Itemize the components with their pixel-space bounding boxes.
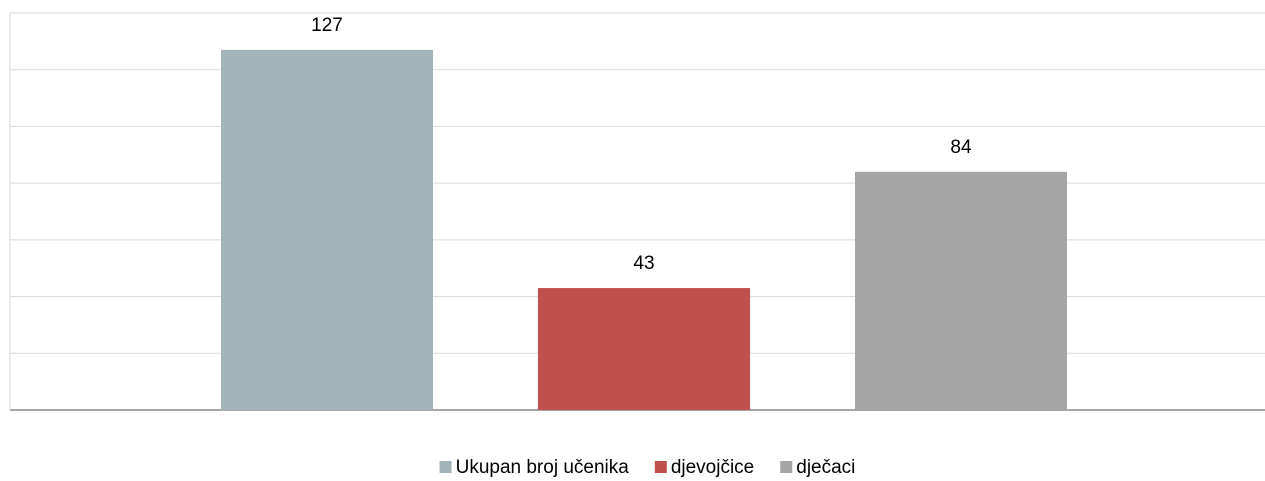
data-label: 43 (633, 253, 654, 274)
legend-swatch (439, 461, 452, 473)
bar (538, 288, 750, 410)
legend-label: Ukupan broj učenika (456, 457, 630, 478)
legend-label: djevojčice (671, 457, 754, 478)
bar (221, 49, 433, 410)
legend-swatch (780, 461, 793, 473)
legend-label: dječaci (796, 457, 855, 478)
bar (855, 171, 1067, 410)
data-label: 84 (950, 137, 972, 158)
data-label: 127 (311, 15, 343, 36)
legend-swatch (654, 461, 667, 473)
